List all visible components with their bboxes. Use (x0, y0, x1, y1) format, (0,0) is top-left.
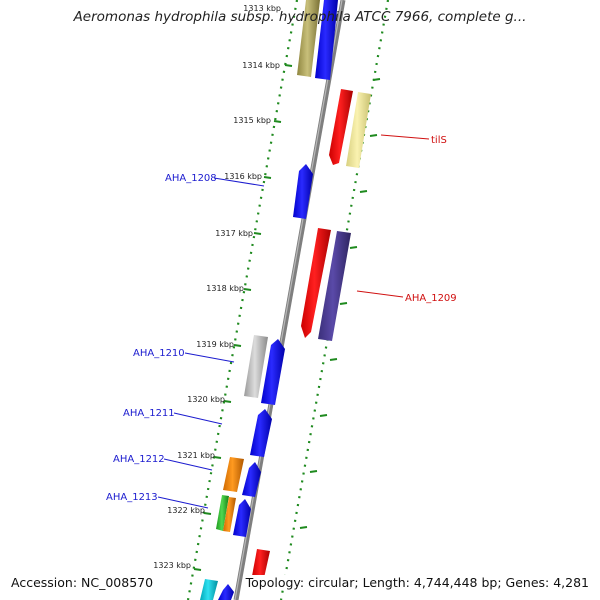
gene-reverse-cyan (200, 579, 218, 600)
tick-label-1313: 1313 kbp (243, 4, 281, 13)
gene-forward-purple (318, 231, 351, 341)
tick-labels: 1313 kbp 1314 kbp 1315 kbp 1316 kbp 1317… (153, 4, 281, 570)
tick-label-1317: 1317 kbp (215, 229, 253, 238)
tick-label-1314: 1314 kbp (242, 61, 280, 70)
gene-reverse-blue-lower (233, 499, 251, 537)
tick-label-1320: 1320 kbp (187, 395, 225, 404)
reverse-strand-genes (200, 0, 338, 600)
gene-reverse-khaki (297, 0, 320, 77)
label-leaders (157, 134, 430, 509)
inner-ticks (193, 64, 293, 571)
tick-label-1322: 1322 kbp (167, 506, 205, 515)
tick-label-1319: 1319 kbp (196, 340, 234, 349)
gene-label-aha-1211[interactable]: AHA_1211 (123, 408, 175, 419)
gene-label-aha-1210[interactable]: AHA_1210 (133, 348, 185, 359)
tick-label-1316: 1316 kbp (224, 172, 262, 181)
gene-aha-1213[interactable] (223, 497, 236, 532)
gene-reverse-blue-bottom (218, 584, 234, 600)
backbone-highlight (234, 0, 343, 600)
gene-aha-1211[interactable] (250, 409, 272, 457)
gene-label-aha-1212[interactable]: AHA_1212 (113, 454, 165, 465)
genome-summary: Topology: circular; Length: 4,744,448 bp… (243, 575, 591, 590)
map-title: Aeromonas hydrophila subsp. hydrophila A… (73, 9, 527, 25)
backbone-line (233, 0, 346, 600)
gene-aha-1213-green (216, 495, 229, 531)
forward-strand-genes (252, 89, 371, 586)
gene-reverse-blue-top (315, 0, 338, 80)
gene-aha-1209[interactable] (301, 228, 331, 338)
gene-aha-1210[interactable] (261, 339, 285, 405)
gene-label-aha-1208[interactable]: AHA_1208 (165, 173, 217, 184)
tick-label-1321: 1321 kbp (177, 451, 215, 460)
outer-ticks (299, 78, 381, 529)
tick-label-1323: 1323 kbp (153, 561, 191, 570)
gene-label-tils[interactable]: tilS (431, 135, 447, 146)
gene-aha-1208[interactable] (293, 164, 313, 219)
inner-track-border (186, 0, 299, 600)
gene-labels: tilS AHA_1208 AHA_1209 AHA_1210 AHA_1211… (106, 135, 457, 503)
tick-label-1315: 1315 kbp (233, 116, 271, 125)
gene-tils[interactable] (329, 89, 353, 165)
tick-label-1318: 1318 kbp (206, 284, 244, 293)
gene-aha-1212[interactable] (223, 457, 244, 492)
accession-label: Accession: NC_008570 (9, 575, 156, 590)
gene-aha-1210-grey (244, 335, 268, 398)
gene-forward-yellow (346, 92, 371, 168)
gene-reverse-blue-mid (242, 462, 261, 497)
gene-label-aha-1213[interactable]: AHA_1213 (106, 492, 158, 503)
gene-label-aha-1209[interactable]: AHA_1209 (405, 293, 457, 304)
